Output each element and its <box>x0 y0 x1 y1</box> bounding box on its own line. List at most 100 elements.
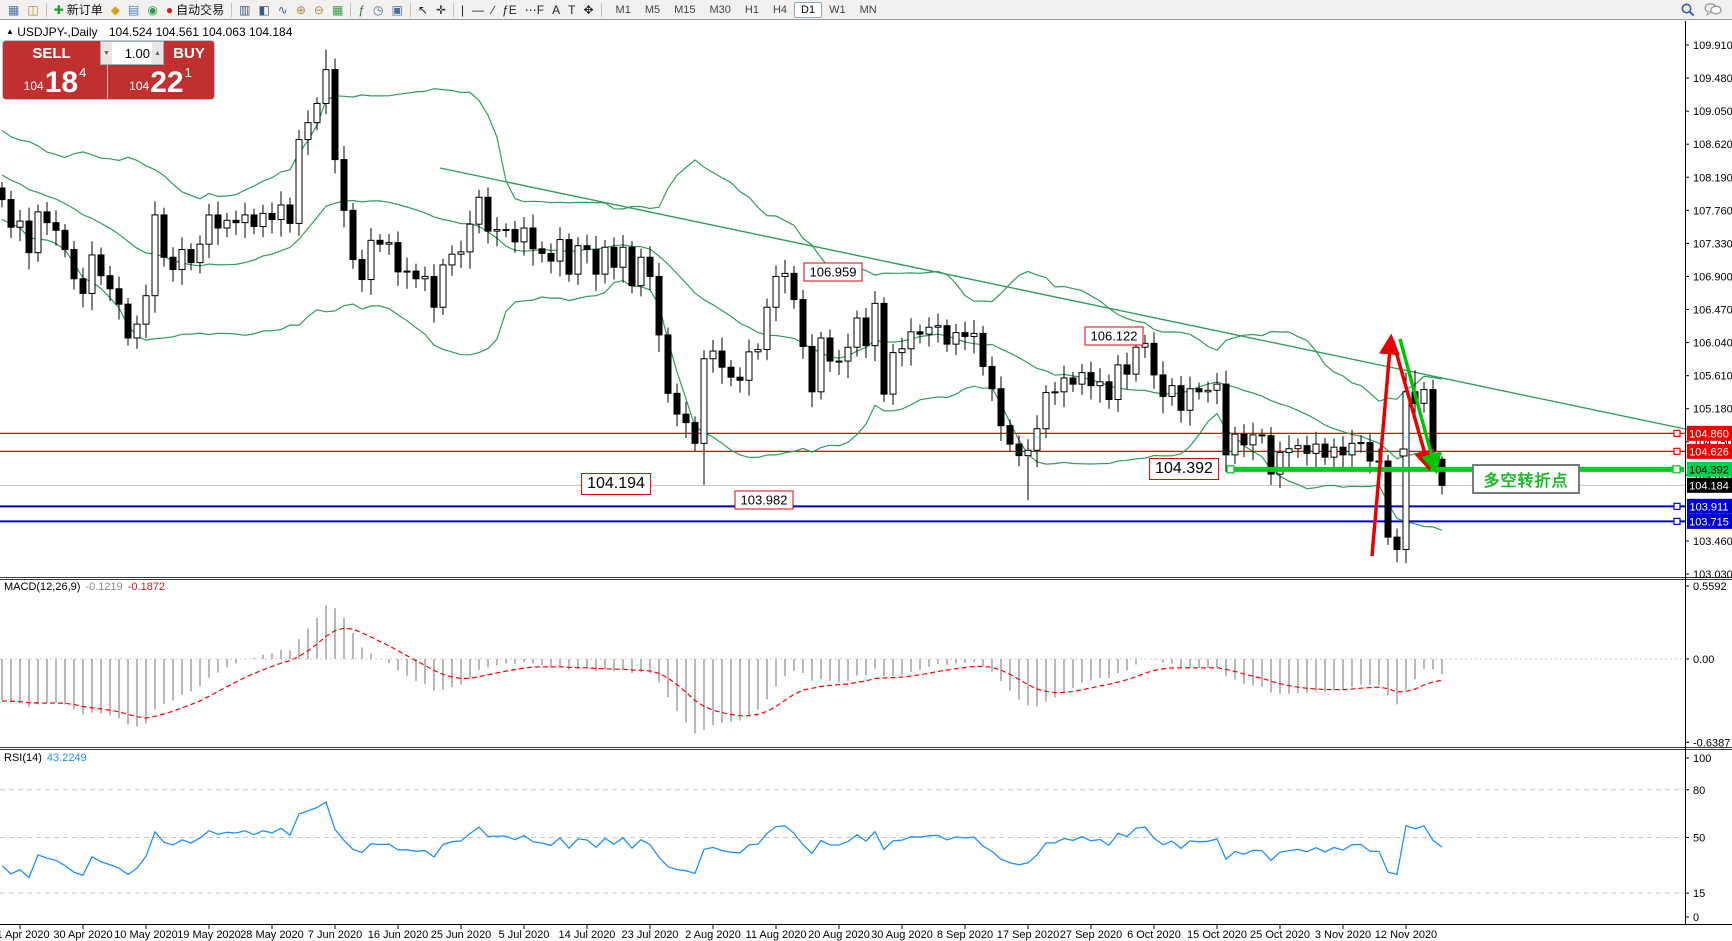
timeframe-D1[interactable]: D1 <box>794 1 823 18</box>
crosshair-icon[interactable]: ✛ <box>432 2 450 18</box>
chat-icon[interactable] <box>1704 2 1722 17</box>
shapes-icon: ✥ <box>583 2 594 17</box>
zoom-out-icon[interactable]: ⊖ <box>310 2 328 18</box>
collapse-triangle-icon[interactable]: ▲ <box>6 27 14 36</box>
svg-text:106.900: 106.900 <box>1693 271 1732 283</box>
market-watch-icon[interactable]: ◆ <box>107 2 124 18</box>
trend-arrows[interactable] <box>1370 333 1442 557</box>
profiles-icon[interactable]: ◫ <box>23 2 42 18</box>
new-order-button: ✚ <box>53 2 64 17</box>
svg-text:104.626: 104.626 <box>1689 446 1729 458</box>
down-arrow-red <box>1391 340 1435 472</box>
sep2 <box>231 2 233 17</box>
timeframe-H1[interactable]: H1 <box>744 3 759 16</box>
text-label-icon: T <box>568 2 576 17</box>
svg-text:30 Aug 2020: 30 Aug 2020 <box>871 929 933 941</box>
descending-trendline[interactable] <box>439 167 1691 431</box>
sell-button[interactable]: SELL <box>3 41 100 65</box>
macd-name: MACD(12,26,9) <box>4 581 81 593</box>
svg-text:23 Jul 2020: 23 Jul 2020 <box>622 929 679 941</box>
zoom-out-icon: ⊖ <box>313 2 324 17</box>
price-annotation[interactable]: 106.122 <box>1084 326 1144 346</box>
buy-button[interactable]: BUY <box>164 41 214 65</box>
macd-label: MACD(12,26,9) -0.1219 -0.1872 <box>4 581 165 593</box>
toolbar-right <box>1680 2 1728 18</box>
svg-text:21 Apr 2020: 21 Apr 2020 <box>0 929 50 941</box>
svg-text:104.392: 104.392 <box>1689 464 1729 476</box>
fibonacci-fan-icon[interactable]: ⋯F <box>521 2 548 18</box>
text-icon[interactable]: A <box>548 2 564 18</box>
text-label-icon[interactable]: T <box>564 2 579 18</box>
svg-text:17 Sep 2020: 17 Sep 2020 <box>997 929 1059 941</box>
price-annotation[interactable]: 104.392 <box>1149 458 1219 480</box>
sell-price[interactable]: 104 18 4 <box>3 65 108 99</box>
autotrading-button[interactable]: ● 自动交易 <box>162 0 228 19</box>
new-chart-icon[interactable]: ▦ <box>4 2 23 18</box>
support-line-104392[interactable] <box>1226 465 1684 474</box>
volume-input[interactable] <box>112 42 152 64</box>
horizontal-line-icon[interactable]: — <box>468 2 488 18</box>
buy-price[interactable]: 104 22 1 <box>108 65 213 99</box>
text-icon: A <box>552 2 561 17</box>
svg-text:50: 50 <box>1693 833 1705 845</box>
autotrading-button-label: 自动交易 <box>176 3 225 17</box>
periods-icon[interactable]: ◷ <box>369 2 387 18</box>
turning-point-note[interactable]: 多空转折点 <box>1472 464 1580 494</box>
bar-chart-icon[interactable]: ▥ <box>235 2 254 18</box>
price-annotation[interactable]: 106.959 <box>803 262 863 282</box>
symbol-ohlc: 104.524 104.561 104.063 104.184 <box>108 25 293 39</box>
indicators-icon: ƒ <box>358 2 365 17</box>
up-arrow <box>1370 333 1400 557</box>
indicators-icon[interactable]: ƒ <box>354 2 369 18</box>
svg-text:27 Sep 2020: 27 Sep 2020 <box>1060 929 1122 941</box>
timeframe-M30[interactable]: M30 <box>709 3 731 16</box>
search-icon[interactable] <box>1680 2 1696 18</box>
price-annotation[interactable]: 103.982 <box>734 490 794 510</box>
svg-text:14 Jul 2020: 14 Jul 2020 <box>559 929 616 941</box>
autotrading-button: ● <box>165 2 174 17</box>
trendline-icon[interactable]: ∕ <box>488 2 498 18</box>
volume-down-button[interactable]: ▼ <box>101 42 112 64</box>
new-order-button[interactable]: ✚ 新订单 <box>50 0 107 19</box>
svg-text:109.480: 109.480 <box>1693 73 1732 85</box>
macd-panel: 0.5592 0.00 -0.6387 <box>0 581 1730 749</box>
svg-text:7 Jun 2020: 7 Jun 2020 <box>308 929 362 941</box>
timeframe-MN[interactable]: MN <box>859 3 877 16</box>
price-annotation[interactable]: 104.194 <box>581 473 651 495</box>
timeframe-W1[interactable]: W1 <box>829 3 846 16</box>
navigator-icon[interactable]: ◉ <box>143 2 161 18</box>
tile-windows-icon[interactable]: ▦ <box>328 2 347 18</box>
sep1 <box>45 2 47 17</box>
cursor-icon[interactable]: ↖ <box>414 2 432 18</box>
timeframe-M5[interactable]: M5 <box>644 3 661 16</box>
candlestick-chart-icon[interactable]: ◧ <box>254 2 273 18</box>
volume-up-button[interactable]: ▲ <box>152 42 163 64</box>
data-window-icon[interactable]: ▤ <box>124 2 143 18</box>
timeframe-H4[interactable]: H4 <box>772 3 788 16</box>
timeframe-buttons: M1 M5 M15 M30 H1 H4 D1 W1 MN <box>609 1 884 18</box>
shapes-icon[interactable]: ✥ <box>579 2 597 18</box>
arrow-handle[interactable] <box>1399 448 1408 457</box>
market-watch-icon: ◆ <box>110 2 120 17</box>
buy-price-big: 22 <box>150 66 184 99</box>
svg-text:25 Oct 2020: 25 Oct 2020 <box>1250 929 1310 941</box>
svg-text:15: 15 <box>1693 888 1705 900</box>
sell-price-prefix: 104 <box>23 79 44 93</box>
svg-text:106.040: 106.040 <box>1693 338 1732 350</box>
line-chart-icon[interactable]: ∿ <box>274 2 292 18</box>
svg-text:16 Jun 2020: 16 Jun 2020 <box>368 929 429 941</box>
fibonacci-icon[interactable]: ƒE <box>498 2 521 18</box>
svg-text:6 Oct 2020: 6 Oct 2020 <box>1127 929 1181 941</box>
svg-text:104.184: 104.184 <box>1689 480 1729 492</box>
templates-icon[interactable]: ▣ <box>387 2 406 18</box>
timeframe-M1[interactable]: M1 <box>615 3 631 16</box>
timeframe-M15[interactable]: M15 <box>674 3 696 16</box>
svg-text:25 Jun 2020: 25 Jun 2020 <box>431 929 492 941</box>
zoom-in-icon[interactable]: ⊕ <box>292 2 310 18</box>
svg-text:104.860: 104.860 <box>1689 428 1729 440</box>
vertical-line-icon[interactable]: | <box>457 2 468 18</box>
svg-text:107.760: 107.760 <box>1693 205 1732 217</box>
svg-text:107.330: 107.330 <box>1693 238 1732 250</box>
